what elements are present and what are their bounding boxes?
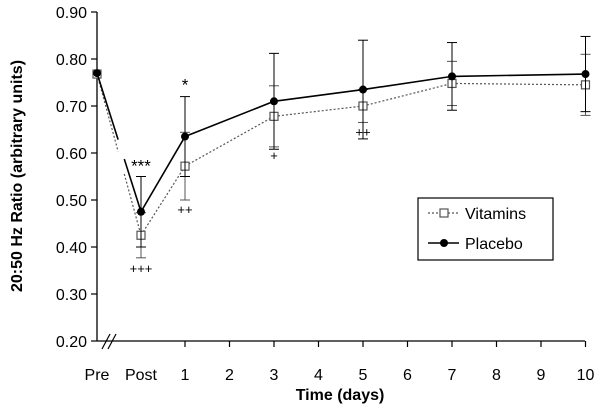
y-tick-label: 0.50 xyxy=(56,193,87,210)
placebo-line-segment xyxy=(362,75,453,91)
placebo-line-segment xyxy=(96,72,119,140)
vitamins-line-segment xyxy=(273,105,364,117)
x-tick-label: 7 xyxy=(448,367,457,384)
y-axis-title: 20:50 Hz Ratio (arbitrary units) xyxy=(9,60,26,292)
significance-annotation: ++ xyxy=(177,202,192,217)
significance-annotation: ++ xyxy=(355,124,370,139)
x-tick-label: Pre xyxy=(85,367,110,384)
x-axis-title: Time (days) xyxy=(296,387,385,404)
placebo-line-segment xyxy=(273,88,364,103)
vitamins-line-segment xyxy=(362,82,453,107)
placebo-line-segment xyxy=(123,158,142,212)
placebo-line-segment xyxy=(451,73,586,78)
legend-placebo-label: Placebo xyxy=(465,236,523,253)
significance-annotation: +++ xyxy=(130,261,153,276)
legend-vitamins-label: Vitamins xyxy=(465,206,526,223)
y-tick-label: 0.60 xyxy=(56,146,87,163)
y-tick-label: 0.40 xyxy=(56,240,87,257)
placebo-point xyxy=(448,72,456,81)
axis-break-mark xyxy=(101,333,111,350)
axis-break-mark xyxy=(107,333,117,350)
placebo-point xyxy=(270,97,278,106)
legend-vitamins-marker xyxy=(439,208,449,218)
x-tick-label: Post xyxy=(125,367,158,384)
vitamins-line-segment xyxy=(140,165,186,236)
axes: 0.20 0.30 0.40 0.50 0.60 0.70 0.80 0.90 Pre Post 1… xyxy=(56,5,595,384)
x-tick-label: 3 xyxy=(270,367,279,384)
x-tick-label: 10 xyxy=(577,367,595,384)
legend-box xyxy=(417,197,554,261)
x-tick-label: 4 xyxy=(314,367,323,384)
placebo-point xyxy=(181,132,189,141)
legend: Vitamins Placebo xyxy=(417,197,554,261)
placebo-point xyxy=(137,207,145,216)
annotation-layer: ****++++++++ xyxy=(130,75,371,276)
significance-annotation: * xyxy=(182,75,189,94)
y-tick-label: 0.20 xyxy=(56,334,87,351)
placebo-line-segment xyxy=(184,100,275,138)
placebo-point xyxy=(359,85,367,94)
vitamins-line-segment xyxy=(451,82,586,86)
y-tick-label: 0.80 xyxy=(56,52,87,69)
y-tick-label: 0.70 xyxy=(56,99,87,116)
placebo-point xyxy=(93,69,101,78)
legend-placebo-marker xyxy=(440,239,448,247)
x-tick-label: 1 xyxy=(181,367,190,384)
vitamins-line-segment xyxy=(123,173,142,236)
significance-annotation: *** xyxy=(131,157,151,176)
series-layer xyxy=(92,35,591,259)
x-tick-label: 8 xyxy=(492,367,501,384)
x-tick-label: 6 xyxy=(403,367,412,384)
significance-annotation: + xyxy=(270,148,278,163)
vitamins-line-segment xyxy=(184,115,275,167)
x-tick-label: 2 xyxy=(225,367,234,384)
vitamins-line-segment xyxy=(96,73,119,152)
x-tick-label: 9 xyxy=(537,367,546,384)
placebo-line-segment xyxy=(140,136,186,213)
y-tick-label: 0.30 xyxy=(56,287,87,304)
y-tick-label: 0.90 xyxy=(56,5,87,22)
x-tick-label: 5 xyxy=(359,367,368,384)
placebo-point xyxy=(581,70,590,79)
